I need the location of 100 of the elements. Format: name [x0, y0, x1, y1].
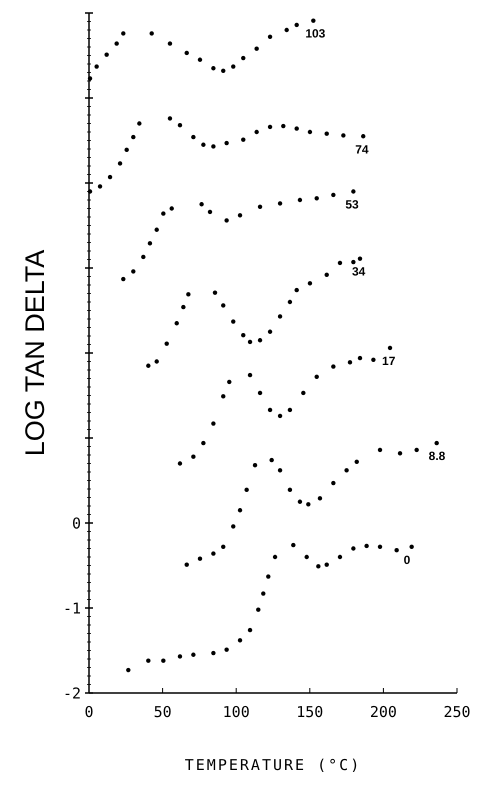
- point: [278, 201, 282, 206]
- point: [178, 654, 182, 659]
- point: [434, 440, 439, 446]
- series-label: 17: [382, 354, 396, 368]
- point: [211, 66, 216, 70]
- point: [306, 502, 311, 506]
- point: [148, 241, 152, 246]
- series-label: 74: [355, 142, 369, 156]
- point: [221, 544, 226, 549]
- point: [358, 256, 362, 261]
- point: [351, 260, 356, 264]
- point: [178, 123, 182, 128]
- point: [164, 341, 169, 346]
- x-tick-label: 0: [84, 703, 94, 721]
- point: [354, 460, 359, 464]
- point: [324, 562, 329, 567]
- point: [378, 448, 382, 452]
- point: [258, 390, 262, 396]
- x-tick-label: 100: [222, 703, 250, 721]
- point: [252, 463, 258, 468]
- point: [211, 421, 216, 426]
- point: [191, 134, 196, 140]
- point: [298, 198, 302, 202]
- point: [298, 500, 302, 504]
- point: [141, 254, 146, 260]
- point: [409, 544, 414, 549]
- point: [88, 76, 92, 81]
- point: [311, 18, 316, 23]
- point: [170, 206, 174, 211]
- point: [278, 468, 282, 472]
- x-axis-title: TEMPERATURE (°C): [184, 756, 362, 774]
- point: [248, 340, 252, 344]
- point: [294, 288, 299, 292]
- point: [268, 408, 272, 412]
- point: [108, 174, 112, 180]
- point: [184, 562, 189, 567]
- point: [124, 148, 129, 152]
- series-label: 0: [404, 552, 411, 567]
- point: [211, 144, 216, 149]
- point: [94, 64, 99, 69]
- point: [241, 332, 246, 338]
- point: [314, 196, 319, 200]
- point: [211, 650, 216, 656]
- point: [288, 488, 292, 492]
- point: [254, 130, 259, 134]
- point: [258, 338, 262, 342]
- point: [361, 134, 366, 138]
- point: [308, 281, 312, 286]
- y-tick-label: -1: [62, 599, 81, 618]
- point: [248, 628, 252, 632]
- point: [212, 290, 218, 295]
- point: [308, 130, 312, 134]
- point: [224, 140, 229, 146]
- point: [241, 137, 246, 142]
- point: [238, 508, 242, 512]
- point: [278, 414, 282, 418]
- point: [168, 116, 172, 121]
- point: [358, 356, 362, 360]
- point: [364, 544, 369, 548]
- point: [268, 34, 272, 39]
- point: [331, 364, 336, 369]
- point: [198, 58, 202, 62]
- point: [238, 213, 242, 218]
- point: [231, 64, 236, 69]
- point: [254, 46, 259, 51]
- point: [224, 647, 229, 652]
- point: [174, 321, 179, 326]
- point: [378, 544, 382, 549]
- point: [131, 134, 136, 140]
- point: [224, 218, 229, 223]
- point: [344, 468, 349, 472]
- point: [121, 276, 126, 282]
- point: [324, 132, 329, 136]
- point: [258, 204, 262, 209]
- point: [104, 52, 109, 57]
- point: [221, 68, 226, 73]
- series-label: 53: [345, 198, 360, 212]
- point: [324, 272, 329, 277]
- point: [268, 330, 272, 334]
- x-tick-label: 250: [443, 703, 471, 721]
- point: [294, 22, 299, 28]
- point: [221, 303, 226, 308]
- point: [221, 394, 226, 399]
- point: [161, 658, 166, 663]
- point: [338, 260, 342, 266]
- point: [301, 390, 306, 396]
- point: [201, 440, 206, 446]
- point: [288, 408, 292, 412]
- point: [191, 652, 196, 657]
- point: [261, 591, 266, 596]
- point: [178, 461, 182, 466]
- point: [284, 28, 289, 32]
- point: [351, 546, 356, 551]
- point: [318, 496, 322, 501]
- point: [351, 189, 356, 194]
- point: [201, 142, 206, 147]
- point: [198, 556, 202, 561]
- series-label: 103: [305, 26, 326, 41]
- point: [338, 554, 342, 560]
- point: [131, 269, 136, 274]
